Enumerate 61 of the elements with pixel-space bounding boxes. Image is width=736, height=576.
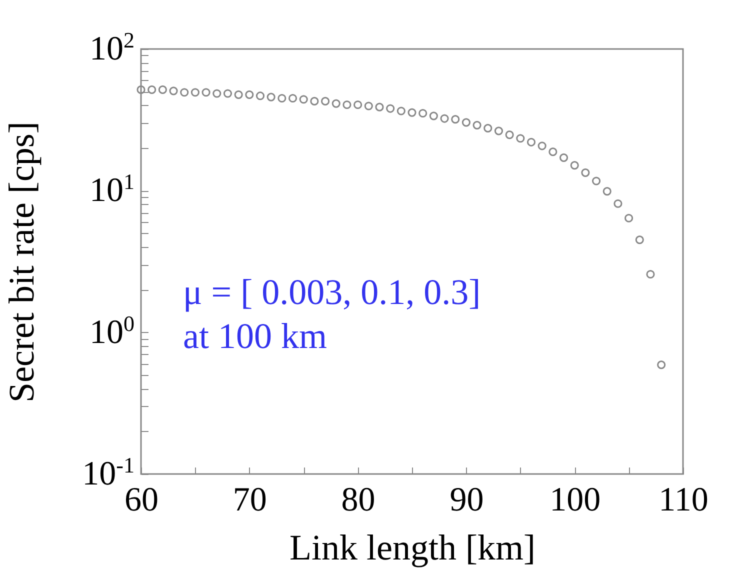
point <box>278 94 286 103</box>
point <box>559 153 568 162</box>
point <box>462 118 470 127</box>
point <box>256 92 265 100</box>
point <box>386 104 395 113</box>
point <box>429 112 438 120</box>
point <box>310 96 319 106</box>
annotation: at 100 km <box>183 316 327 356</box>
point <box>136 85 146 94</box>
y-axis-title: Secret bit rate [cps] <box>2 122 42 402</box>
point <box>288 94 298 103</box>
point <box>332 99 340 108</box>
point <box>646 270 655 279</box>
point <box>657 360 666 370</box>
point <box>516 134 525 143</box>
point <box>581 168 590 177</box>
point <box>234 90 243 99</box>
y-tick-label: 10$^{1}$ <box>90 168 134 210</box>
point <box>538 142 546 150</box>
point <box>396 106 406 116</box>
x-tick-label: 90 <box>450 482 484 518</box>
point <box>505 130 514 140</box>
point <box>320 96 330 106</box>
point <box>169 86 178 96</box>
point <box>354 100 362 110</box>
y-tick-label: 10$^{2}$ <box>90 27 134 68</box>
annotation: μ = [ 0.003, 0.1, 0.3] <box>183 272 481 312</box>
point <box>592 176 601 186</box>
point <box>484 124 492 132</box>
x-tick-label: 70 <box>232 482 267 518</box>
point <box>158 85 167 94</box>
point <box>223 89 232 98</box>
point <box>266 92 276 102</box>
x-tick-label: 110 <box>658 482 708 518</box>
point <box>624 214 634 222</box>
point <box>440 114 449 123</box>
point <box>212 89 222 98</box>
point <box>602 187 612 196</box>
point <box>494 126 504 136</box>
point <box>451 115 460 124</box>
point <box>148 85 156 94</box>
point <box>299 95 308 104</box>
y-tick-label: 10$^{0}$ <box>90 310 134 351</box>
point <box>570 161 579 170</box>
point <box>526 138 536 146</box>
point <box>245 90 254 99</box>
point <box>364 102 373 110</box>
point <box>190 88 200 97</box>
x-tick-label: 100 <box>550 482 601 518</box>
point <box>408 108 416 117</box>
x-axis-title: Link length [km] <box>290 528 536 568</box>
point <box>375 102 384 112</box>
point <box>180 88 189 97</box>
point <box>635 236 644 244</box>
point <box>418 108 428 118</box>
point <box>342 100 352 110</box>
point <box>548 148 558 156</box>
point <box>472 120 482 130</box>
x-tick-label: 80 <box>341 482 376 518</box>
point <box>614 199 622 208</box>
point <box>202 88 210 97</box>
